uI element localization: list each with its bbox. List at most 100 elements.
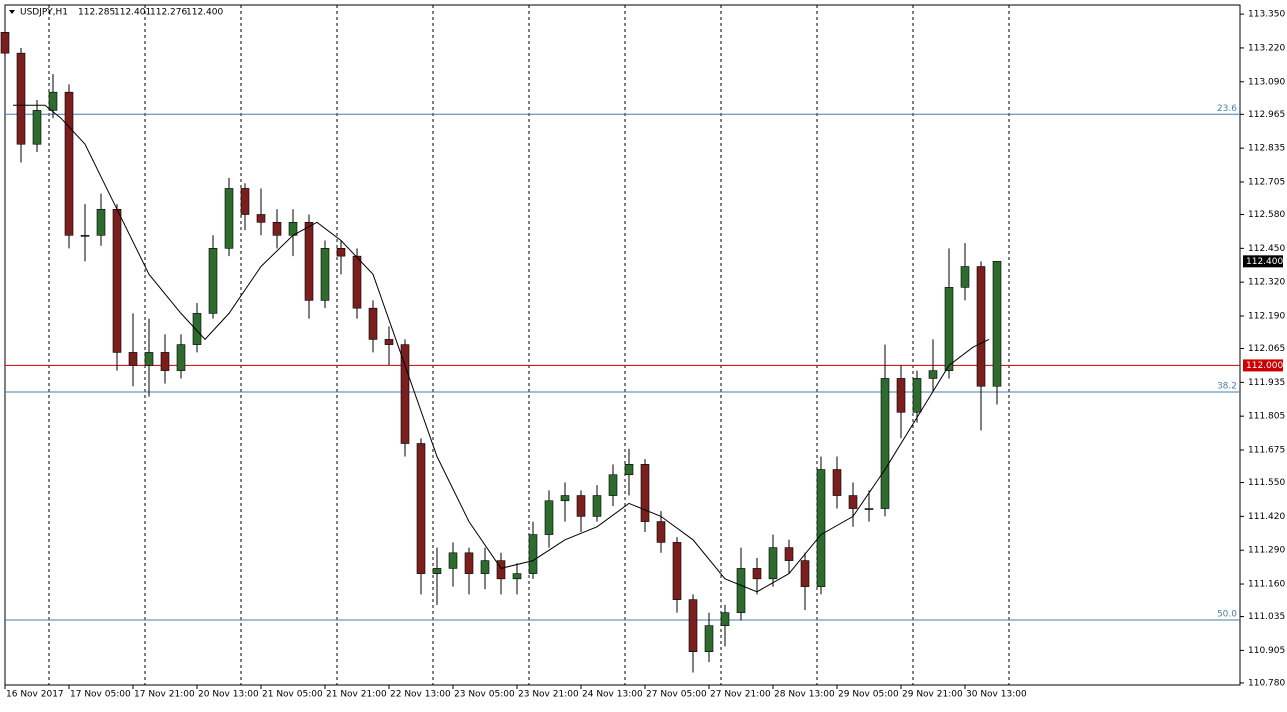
fib-level-label: 23.6 (1217, 104, 1237, 114)
x-tick-label: 27 Nov 21:00 (710, 690, 771, 700)
x-tick-label: 21 Nov 05:00 (262, 690, 323, 700)
y-tick-label: 113.220 (1248, 43, 1285, 53)
candle-body (784, 547, 794, 561)
x-tick-label: 23 Nov 21:00 (518, 690, 579, 700)
y-tick-label: 111.290 (1248, 546, 1285, 556)
x-tick-label: 27 Nov 05:00 (646, 690, 707, 700)
y-tick-label: 111.805 (1248, 412, 1285, 422)
candle-body (816, 469, 826, 587)
candle-body (656, 521, 666, 543)
y-tick-label: 112.190 (1248, 311, 1285, 321)
ohlc-value: 112.276 (150, 8, 187, 18)
candle-body (752, 568, 762, 580)
x-tick-label: 22 Nov 13:00 (390, 690, 451, 700)
y-tick-label: 110.905 (1248, 646, 1285, 656)
candle-body (880, 378, 890, 509)
menu-arrow (9, 10, 15, 14)
y-tick-label: 112.835 (1248, 144, 1285, 154)
y-tick-label: 111.420 (1248, 512, 1285, 522)
chart-title: USDJPY,H1 (20, 8, 68, 18)
candle-body (16, 52, 26, 145)
candle-body (496, 560, 506, 580)
y-tick-label: 111.035 (1248, 612, 1285, 622)
candle-body (384, 339, 394, 345)
candle-body (464, 552, 474, 574)
candle-body (416, 443, 426, 574)
candle-body (672, 542, 682, 600)
x-tick-label: 24 Nov 13:00 (582, 690, 643, 700)
candle-body (448, 552, 458, 569)
candle-body (624, 464, 634, 476)
candle-body (848, 495, 858, 509)
candle-body (592, 495, 602, 517)
ohlc-value: 112.285 (78, 8, 115, 18)
candle-body (992, 261, 1002, 387)
ohlc-value: 112.401 (114, 8, 151, 18)
plot-frame (4, 4, 1241, 686)
price-line-label: 112.000 (1246, 361, 1283, 371)
candle-body (832, 469, 842, 496)
x-tick-label: 20 Nov 13:00 (198, 690, 259, 700)
last-price-tag (1243, 255, 1283, 268)
candle-body (704, 625, 714, 652)
candle-body (512, 573, 522, 580)
last-price-label: 112.400 (1246, 257, 1283, 267)
candle-body (400, 344, 410, 444)
y-tick-label: 112.450 (1248, 244, 1285, 254)
x-tick-label: 28 Nov 13:00 (774, 690, 835, 700)
candle-body (224, 188, 234, 249)
candle-body (256, 214, 266, 223)
candle-body (112, 208, 122, 353)
candle-body (736, 568, 746, 613)
candle-body (336, 248, 346, 257)
candle-body (944, 287, 954, 371)
candle-body (352, 255, 362, 309)
candle-body (192, 313, 202, 345)
candle-body (304, 221, 314, 301)
candle-body (144, 352, 154, 366)
y-tick-label: 112.065 (1248, 344, 1285, 354)
y-tick-label: 113.350 (1248, 10, 1285, 20)
candle-body (240, 188, 250, 215)
y-tick-label: 110.780 (1248, 678, 1285, 688)
candle-body (720, 612, 730, 626)
candle-body (976, 266, 986, 387)
candle-body (528, 534, 538, 574)
x-tick-label: 29 Nov 21:00 (902, 690, 963, 700)
y-tick-label: 113.090 (1248, 77, 1285, 87)
fib-level-label: 38.2 (1217, 381, 1237, 391)
candle-body (432, 568, 442, 574)
x-tick-label: 17 Nov 05:00 (70, 690, 131, 700)
candle-body (0, 32, 10, 54)
x-tick-label: 30 Nov 13:00 (966, 690, 1027, 700)
candle-body (800, 560, 810, 587)
y-tick-label: 112.965 (1248, 110, 1285, 120)
moving-average (13, 104, 990, 593)
candle-body (128, 352, 138, 366)
candle-body (96, 208, 106, 236)
candle-body (320, 248, 330, 301)
candle-body (560, 495, 570, 502)
candle-body (960, 266, 970, 288)
candle-body (48, 91, 58, 111)
x-tick-label: 23 Nov 05:00 (454, 690, 515, 700)
candle-body (864, 508, 874, 510)
candle-body (176, 344, 186, 371)
x-tick-label: 17 Nov 21:00 (134, 690, 195, 700)
candle-body (928, 370, 938, 379)
candle-body (688, 599, 698, 652)
y-tick-label: 112.705 (1248, 177, 1285, 187)
candle-body (576, 495, 586, 517)
fib-level-label: 50.0 (1217, 609, 1237, 619)
candle-body (64, 91, 74, 236)
candle-body (608, 474, 618, 496)
y-tick-label: 111.550 (1248, 478, 1285, 488)
candle-body (912, 378, 922, 413)
candle-body (208, 248, 218, 314)
y-tick-label: 111.675 (1248, 446, 1285, 456)
x-tick-label: 16 Nov 2017 (6, 690, 64, 700)
x-tick-label: 21 Nov 21:00 (326, 690, 387, 700)
candle-body (80, 235, 90, 237)
candle-body (480, 560, 490, 574)
